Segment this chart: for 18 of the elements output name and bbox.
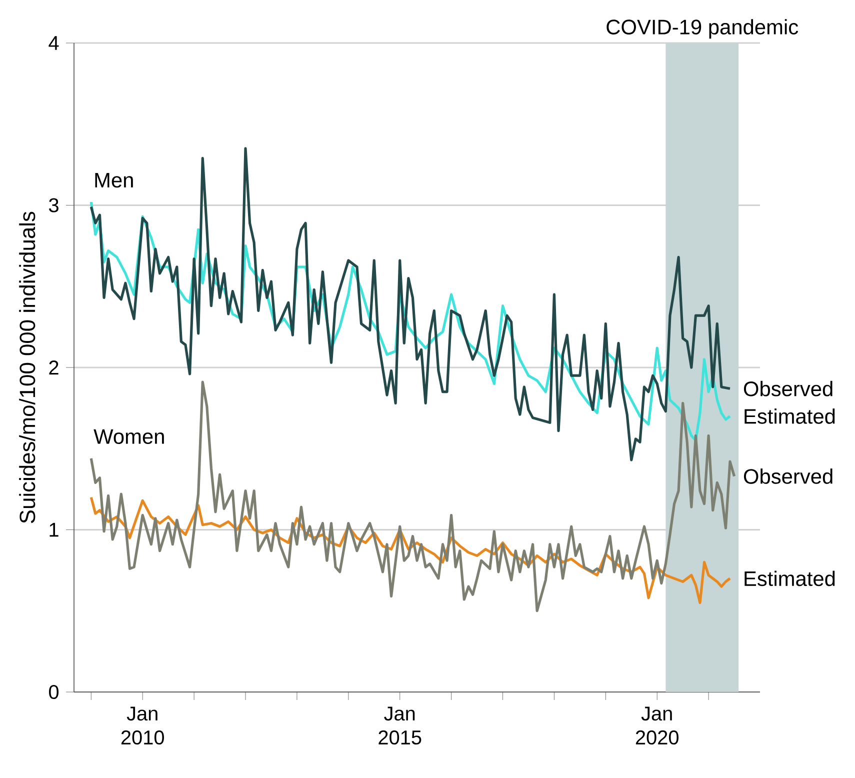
y-axis-title: Suicides/mo/100 000 individuals xyxy=(19,212,36,524)
line-series xyxy=(90,380,736,612)
x-tick-label: Jan 2020 xyxy=(636,706,678,745)
series-label: Estimated xyxy=(744,570,835,586)
x-tick-label: Jan 2015 xyxy=(378,706,422,745)
series-label: Observed xyxy=(744,380,832,396)
annotation: Men xyxy=(95,173,133,188)
y-tick-label: 0 xyxy=(49,684,59,700)
y-tick-label: 1 xyxy=(50,522,58,537)
annotation: Women xyxy=(94,429,164,444)
series-label: Observed xyxy=(744,468,832,484)
x-tick-label: Jan 2010 xyxy=(121,706,164,745)
y-tick-label: 2 xyxy=(49,360,58,374)
band-label: COVID-19 pandemic xyxy=(606,19,798,39)
y-tick-label: 3 xyxy=(48,198,58,212)
y-tick-label: 4 xyxy=(48,36,59,50)
line-series xyxy=(90,147,732,462)
series-label: Estimated xyxy=(744,408,835,424)
